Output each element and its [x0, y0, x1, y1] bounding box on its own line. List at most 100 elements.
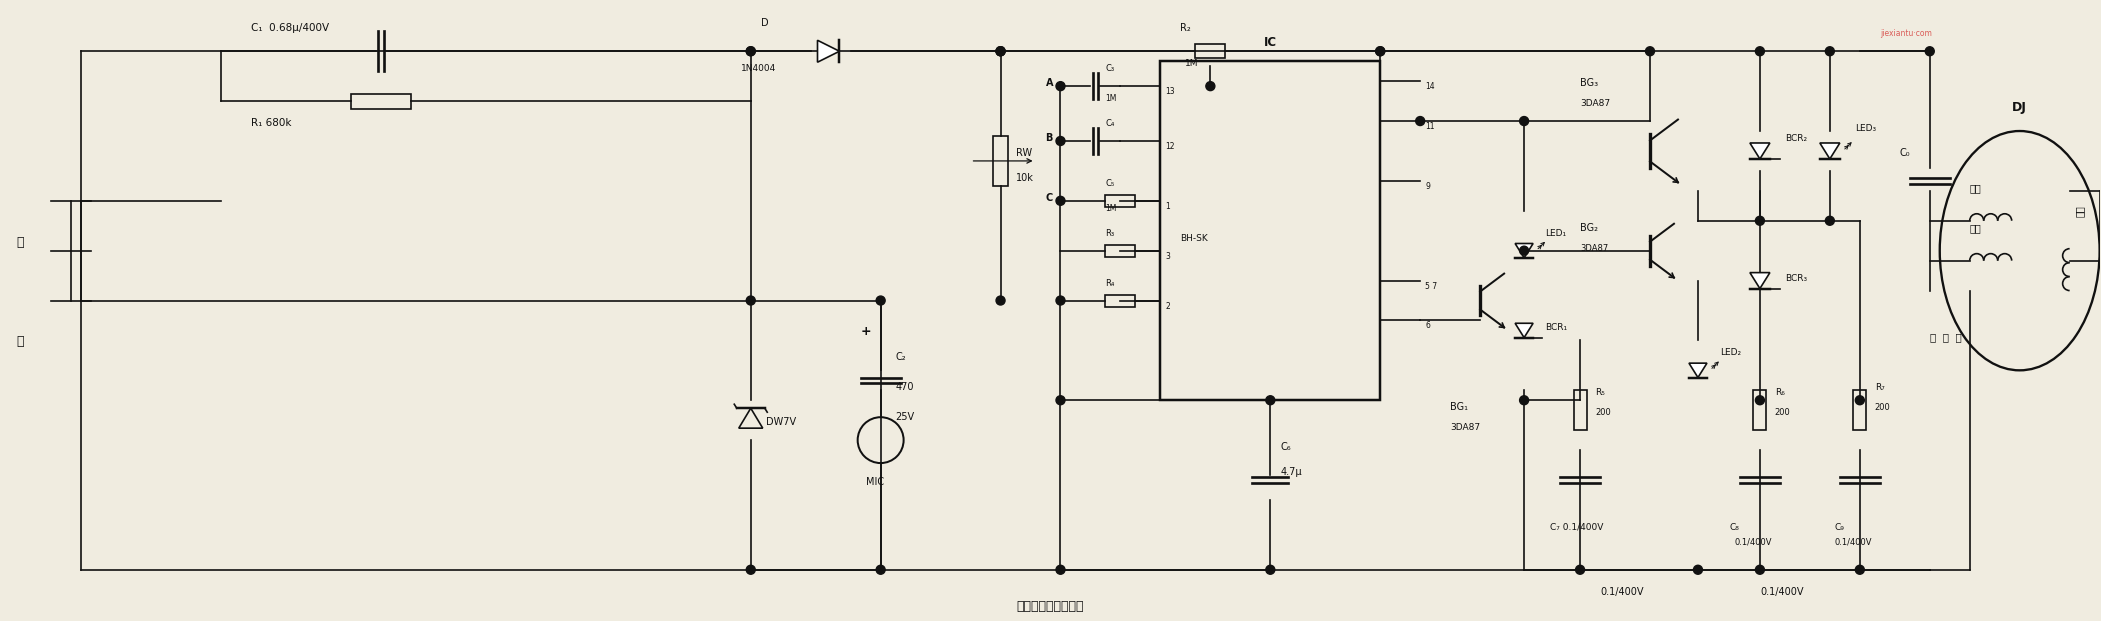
- Text: R₁ 680k: R₁ 680k: [252, 118, 292, 128]
- Circle shape: [1756, 47, 1765, 56]
- Text: R₇: R₇: [1874, 383, 1885, 392]
- Circle shape: [1855, 565, 1864, 574]
- Text: BG₃: BG₃: [1580, 78, 1599, 88]
- Text: 5 7: 5 7: [1424, 281, 1437, 291]
- Text: 黄  蓝  黑: 黄 蓝 黑: [1929, 332, 1962, 342]
- Bar: [1105, 294, 1135, 307]
- Text: 10k: 10k: [1015, 173, 1034, 183]
- Circle shape: [1519, 117, 1530, 125]
- Text: C₅: C₅: [1105, 179, 1116, 188]
- Text: LED₁: LED₁: [1544, 229, 1565, 238]
- Text: C₇ 0.1/400V: C₇ 0.1/400V: [1551, 523, 1603, 532]
- Text: C₃: C₃: [1105, 64, 1114, 73]
- Text: 零: 零: [17, 335, 23, 348]
- Text: BCR₃: BCR₃: [1786, 274, 1807, 283]
- Circle shape: [1756, 565, 1765, 574]
- Text: 11: 11: [1424, 122, 1435, 131]
- Bar: [1195, 44, 1225, 58]
- Text: 12: 12: [1166, 142, 1174, 151]
- Circle shape: [746, 47, 754, 56]
- Text: C₀: C₀: [1899, 148, 1910, 158]
- Circle shape: [1416, 117, 1424, 125]
- Text: IC: IC: [1263, 36, 1277, 49]
- Text: 1M: 1M: [1105, 94, 1118, 103]
- Text: B: B: [1046, 133, 1053, 143]
- Text: 火: 火: [17, 236, 23, 248]
- Text: 25V: 25V: [895, 412, 914, 422]
- Circle shape: [1826, 216, 1834, 225]
- Circle shape: [996, 47, 1004, 56]
- Text: 副相: 副相: [1971, 223, 1981, 233]
- Circle shape: [1057, 196, 1065, 206]
- Polygon shape: [817, 40, 840, 62]
- Circle shape: [1693, 565, 1702, 574]
- Circle shape: [1057, 296, 1065, 305]
- Text: C₉: C₉: [1834, 523, 1845, 532]
- Circle shape: [996, 47, 1004, 56]
- Circle shape: [1855, 396, 1864, 405]
- Polygon shape: [1515, 324, 1534, 338]
- Circle shape: [1265, 565, 1275, 574]
- Circle shape: [1756, 216, 1765, 225]
- Polygon shape: [1819, 143, 1840, 159]
- Text: 1: 1: [1166, 202, 1170, 211]
- Text: 9: 9: [1424, 182, 1431, 191]
- Bar: [1160, 61, 1380, 401]
- Text: RW: RW: [1015, 148, 1032, 158]
- Text: LED₂: LED₂: [1721, 348, 1742, 357]
- Text: 200: 200: [1874, 403, 1891, 412]
- Text: 470: 470: [895, 383, 914, 392]
- Text: BG₁: BG₁: [1450, 402, 1469, 412]
- Text: 0.1/400V: 0.1/400V: [1761, 587, 1803, 597]
- Circle shape: [746, 47, 754, 56]
- Text: 0.1/400V: 0.1/400V: [1601, 587, 1643, 597]
- Circle shape: [1576, 565, 1584, 574]
- Circle shape: [1756, 396, 1765, 405]
- Circle shape: [1057, 396, 1065, 405]
- Text: 1N4004: 1N4004: [742, 64, 775, 73]
- Circle shape: [1057, 565, 1065, 574]
- Circle shape: [1057, 81, 1065, 91]
- Polygon shape: [1689, 363, 1706, 378]
- Polygon shape: [1750, 273, 1769, 289]
- Text: 1M: 1M: [1185, 59, 1200, 68]
- Text: C₂: C₂: [895, 352, 906, 363]
- Circle shape: [1265, 396, 1275, 405]
- Text: 2: 2: [1166, 302, 1170, 310]
- Text: 6: 6: [1424, 322, 1431, 330]
- Text: LED₃: LED₃: [1855, 124, 1876, 133]
- Circle shape: [1645, 47, 1653, 56]
- Bar: [1754, 390, 1767, 430]
- Text: MIC: MIC: [866, 477, 885, 487]
- Text: 3DA87: 3DA87: [1450, 423, 1481, 432]
- Text: C₄: C₄: [1105, 119, 1116, 128]
- Circle shape: [746, 565, 754, 574]
- Circle shape: [876, 296, 885, 305]
- Text: 主相: 主相: [1971, 183, 1981, 193]
- Bar: [1105, 245, 1135, 256]
- Text: 3DA87: 3DA87: [1580, 99, 1609, 108]
- Text: R₂: R₂: [1181, 24, 1191, 34]
- Text: +: +: [861, 325, 872, 338]
- Text: 200: 200: [1775, 408, 1790, 417]
- Circle shape: [1376, 47, 1385, 56]
- Text: C₆: C₆: [1280, 442, 1290, 452]
- Bar: [994, 136, 1008, 186]
- Bar: [1105, 195, 1135, 207]
- Text: C₈: C₈: [1729, 523, 1740, 532]
- Text: BCR₁: BCR₁: [1544, 324, 1567, 332]
- Text: 3DA87: 3DA87: [1580, 243, 1607, 253]
- Bar: [1574, 390, 1586, 430]
- Text: 3: 3: [1166, 252, 1170, 261]
- Text: 4.7μ: 4.7μ: [1280, 467, 1303, 477]
- Text: D: D: [761, 18, 769, 29]
- Text: 200: 200: [1595, 408, 1611, 417]
- Circle shape: [1376, 47, 1385, 56]
- Text: R₆: R₆: [1775, 388, 1784, 397]
- Circle shape: [996, 296, 1004, 305]
- Text: R₅: R₅: [1595, 388, 1605, 397]
- Circle shape: [876, 565, 885, 574]
- Text: C₁  0.68μ/400V: C₁ 0.68μ/400V: [252, 24, 330, 34]
- Circle shape: [1826, 47, 1834, 56]
- Text: A: A: [1046, 78, 1053, 88]
